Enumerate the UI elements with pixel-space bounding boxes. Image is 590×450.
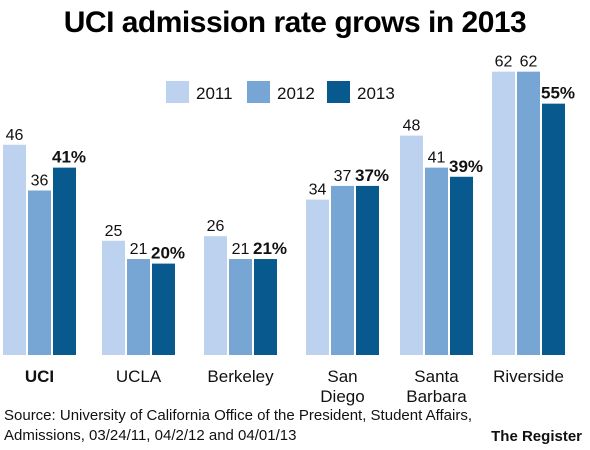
bar-2013-santa-barbara xyxy=(450,176,473,355)
bar-2013-san-diego xyxy=(356,185,379,355)
category-label-santa-barbara: Santa xyxy=(414,367,459,386)
bar-2011-santa-barbara xyxy=(400,135,423,355)
bar-2011-berkeley xyxy=(204,236,227,355)
source-note: Source: University of California Office … xyxy=(4,407,473,444)
bar-2012-ucla xyxy=(127,259,150,355)
value-label-2013-riverside: 55% xyxy=(541,84,575,103)
category-label-santa-barbara: Barbara xyxy=(406,387,467,406)
legend-swatch-2011 xyxy=(166,81,189,103)
bar-2013-berkeley xyxy=(254,259,277,355)
category-label-riverside: Riverside xyxy=(493,367,564,386)
value-label-2013-ucla: 20% xyxy=(151,244,185,263)
bar-2013-riverside xyxy=(542,103,565,356)
bar-2011-san-diego xyxy=(306,199,329,355)
legend: 2011 2012 2013 xyxy=(166,81,395,103)
value-label-2012-ucla: 21 xyxy=(130,241,148,258)
bars xyxy=(3,71,565,356)
value-label-2013-san-diego: 37% xyxy=(355,166,389,185)
value-label-2011-santa-barbara: 48 xyxy=(403,118,421,135)
legend-label-2013: 2013 xyxy=(357,84,395,103)
value-label-2013-uci: 41% xyxy=(52,148,86,167)
value-label-2012-san-diego: 37 xyxy=(334,168,352,185)
value-label-2012-santa-barbara: 41 xyxy=(428,150,446,167)
chart-title: UCI admission rate grows in 2013 xyxy=(63,6,527,39)
value-label-2011-uci: 46 xyxy=(6,127,24,144)
legend-swatch-2013 xyxy=(327,81,350,103)
value-label-2012-riverside: 62 xyxy=(520,54,538,71)
bar-2011-uci xyxy=(3,144,26,355)
bar-2012-riverside xyxy=(517,71,540,355)
legend-label-2011: 2011 xyxy=(196,84,233,103)
value-label-2011-san-diego: 34 xyxy=(309,182,327,199)
bar-2011-riverside xyxy=(492,71,515,355)
bar-2013-ucla xyxy=(152,263,175,355)
legend-swatch-2012 xyxy=(247,81,270,103)
bar-2011-ucla xyxy=(102,240,125,355)
value-label-2011-ucla: 25 xyxy=(105,223,123,240)
category-label-san-diego: San xyxy=(327,367,357,386)
value-label-2011-riverside: 62 xyxy=(495,54,513,71)
publisher-credit: The Register xyxy=(491,428,582,445)
category-label-san-diego: Diego xyxy=(320,387,364,406)
legend-label-2012: 2012 xyxy=(277,84,315,103)
bar-2012-san-diego xyxy=(331,185,354,355)
value-label-2011-berkeley: 26 xyxy=(207,218,225,235)
value-label-2013-berkeley: 21% xyxy=(253,239,287,258)
bar-2012-santa-barbara xyxy=(425,167,448,355)
value-label-2012-uci: 36 xyxy=(31,172,49,189)
bar-2012-berkeley xyxy=(229,259,252,355)
value-label-2012-berkeley: 21 xyxy=(232,241,250,258)
value-label-2013-santa-barbara: 39% xyxy=(449,157,483,176)
bar-2013-uci xyxy=(53,167,76,355)
category-label-uci: UCI xyxy=(25,367,54,386)
category-label-ucla: UCLA xyxy=(116,367,162,386)
category-label-berkeley: Berkeley xyxy=(207,367,274,386)
bar-2012-uci xyxy=(28,190,51,355)
